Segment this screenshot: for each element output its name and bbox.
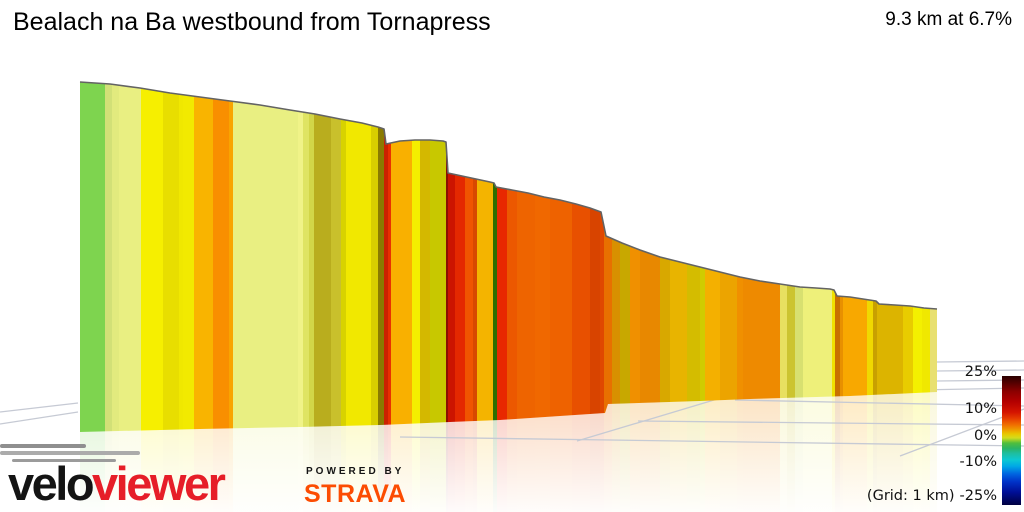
gradient-colorbar [1002, 376, 1021, 505]
ground-grid-line [0, 402, 79, 413]
legend-tick--25%: (Grid: 1 km) -25% [867, 488, 997, 504]
gradient-stripes [80, 82, 937, 432]
ground-grid-line [936, 360, 1024, 363]
legend-tick-10%: 10% [965, 401, 997, 417]
legend-tick-label: 25% [964, 364, 997, 380]
speed-line-0 [0, 444, 86, 448]
speed-line-2 [12, 459, 116, 462]
page-title: Bealach na Ba westbound from Tornapress [13, 8, 491, 36]
ground-grid-line [734, 399, 1024, 407]
legend-tick-label: 10% [964, 401, 997, 417]
legend-tick-label: 0% [973, 428, 997, 444]
legend-tick-0%: 0% [974, 428, 997, 444]
ground-grid-line [399, 436, 1024, 447]
ground-grid-line [637, 420, 1024, 426]
veloviewer-logo: veloviewer [8, 457, 226, 510]
distance-gradient-summary: 9.3 km at 6.7% [885, 9, 1012, 30]
ground-grid-line [936, 369, 1024, 372]
logo-viewer-text: viewer [92, 457, 226, 510]
legend-tick--10%: -10% [960, 454, 997, 470]
speed-line-1 [0, 451, 140, 455]
legend-tick-label: -25% [959, 488, 997, 504]
grid-note: (Grid: 1 km) [866, 488, 955, 504]
ground-grid-line [0, 411, 79, 425]
legend-tick-25%: 25% [965, 364, 997, 380]
legend-tick-label: -10% [959, 454, 997, 470]
strava-logo: STRAVA [304, 480, 407, 508]
powered-by-label: POWERED BY [306, 466, 405, 477]
logo-velo-text: velo [8, 457, 95, 510]
elevation-top-edge [79, 81, 938, 310]
